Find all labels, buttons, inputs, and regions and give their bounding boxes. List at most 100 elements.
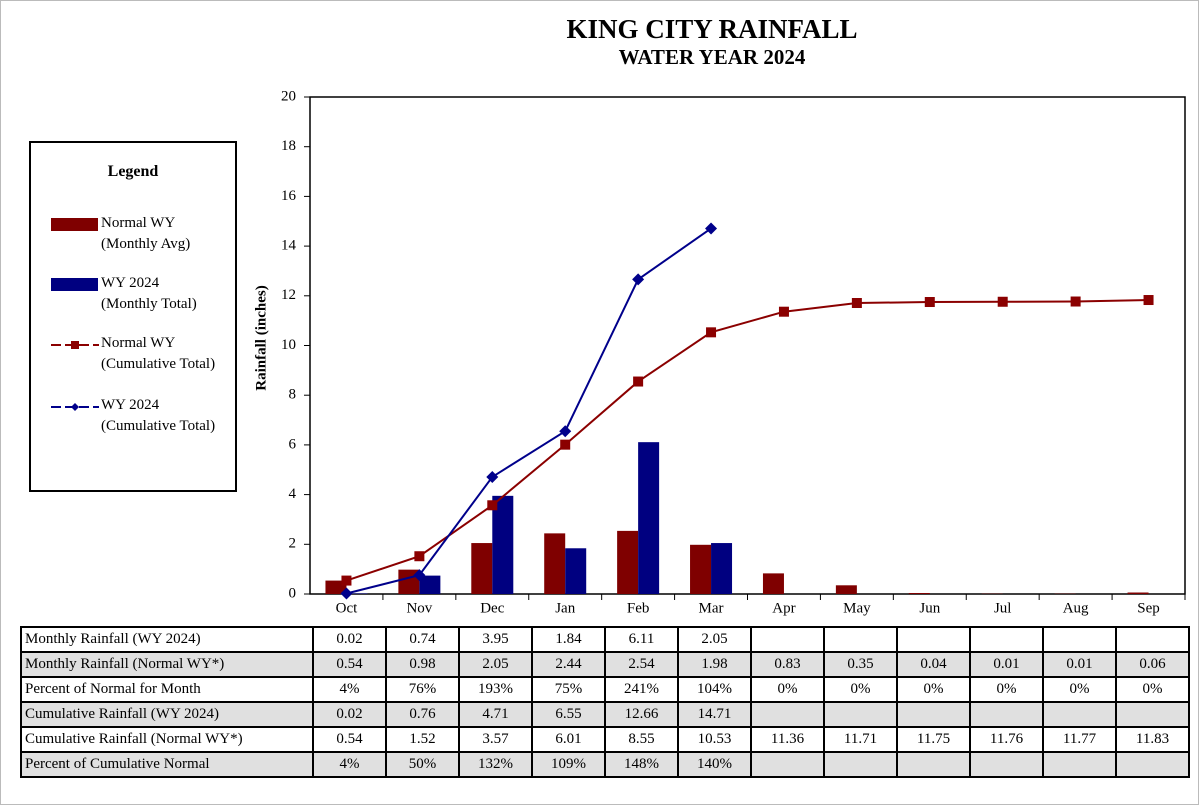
swatch xyxy=(51,278,98,291)
marker xyxy=(487,500,498,511)
marker xyxy=(1143,295,1154,306)
cell: 3.95 xyxy=(458,626,533,653)
cell: 11.71 xyxy=(823,726,898,753)
data-table: Monthly Rainfall (WY 2024) 0.02 0.74 3.95 1.… xyxy=(20,626,1190,778)
bar xyxy=(1127,592,1149,594)
cell: 3.57 xyxy=(458,726,533,753)
y-tick-label: 20 xyxy=(281,88,296,104)
cell: 4% xyxy=(312,676,387,703)
cell xyxy=(1042,626,1117,653)
bar xyxy=(544,533,566,594)
plot-frame xyxy=(309,96,1186,595)
y-tick-label: 0 xyxy=(289,585,297,601)
row-label: Percent of Cumulative Normal xyxy=(20,751,314,778)
row-label: Monthly Rainfall (WY 2024) xyxy=(20,626,314,653)
cell: 10.53 xyxy=(677,726,752,753)
cell: 2.54 xyxy=(604,651,679,678)
marker xyxy=(341,575,352,586)
cell xyxy=(896,701,971,728)
cell: 50% xyxy=(385,751,460,778)
table-row: Percent of Normal for Month 4% 76% 193% 75% 2… xyxy=(20,676,1190,703)
cell xyxy=(823,701,898,728)
bar xyxy=(835,585,857,594)
cell: 0.74 xyxy=(385,626,460,653)
marker xyxy=(851,298,862,309)
cell xyxy=(896,626,971,653)
cell: 11.36 xyxy=(750,726,825,753)
row-label: Monthly Rainfall (Normal WY*) xyxy=(20,651,314,678)
cell: 11.83 xyxy=(1115,726,1190,753)
cell: 2.05 xyxy=(677,626,752,653)
y-tick-label: 4 xyxy=(289,486,297,502)
swatch xyxy=(51,218,98,231)
cell: 1.84 xyxy=(531,626,606,653)
cell xyxy=(750,701,825,728)
cell: 0% xyxy=(1042,676,1117,703)
marker xyxy=(706,327,717,338)
cell: 0.04 xyxy=(896,651,971,678)
cell: 12.66 xyxy=(604,701,679,728)
y-tick-label: 16 xyxy=(281,188,297,204)
cell: 193% xyxy=(458,676,533,703)
x-tick-label: Sep xyxy=(1137,600,1160,616)
bar xyxy=(492,495,514,594)
marker xyxy=(1070,296,1081,307)
cell xyxy=(750,626,825,653)
cell: 1.98 xyxy=(677,651,752,678)
y-tick-label: 14 xyxy=(281,238,297,254)
y-axis-label: Rainfall (inches) xyxy=(253,285,269,390)
bar xyxy=(471,543,493,594)
cell: 0% xyxy=(823,676,898,703)
table-row: Monthly Rainfall (WY 2024) 0.02 0.74 3.95 1.… xyxy=(20,626,1190,653)
cell xyxy=(1115,751,1190,778)
cell: 0% xyxy=(750,676,825,703)
cell: 6.55 xyxy=(531,701,606,728)
cell: 8.55 xyxy=(604,726,679,753)
cell: 0.01 xyxy=(969,651,1044,678)
bar xyxy=(419,575,441,594)
cell: 6.11 xyxy=(604,626,679,653)
cell: 0.54 xyxy=(312,651,387,678)
y-tick-label: 10 xyxy=(281,337,296,353)
x-tick-label: Jun xyxy=(919,600,940,616)
table-row: Cumulative Rainfall (Normal WY*) 0.54 1.52… xyxy=(20,726,1190,753)
swatch-marker xyxy=(71,341,79,349)
cell: 0.02 xyxy=(312,626,387,653)
table-row: Cumulative Rainfall (WY 2024) 0.02 0.76 4.7… xyxy=(20,701,1190,728)
bar xyxy=(565,548,587,594)
legend-label: Normal WY (Monthly Avg) xyxy=(101,215,191,252)
cell: 0.06 xyxy=(1115,651,1190,678)
x-tick-label: Jul xyxy=(994,600,1012,616)
cell: 0% xyxy=(1115,676,1190,703)
marker xyxy=(559,425,572,438)
cell xyxy=(823,626,898,653)
y-tick-label: 18 xyxy=(281,138,296,154)
cell: 6.01 xyxy=(531,726,606,753)
cell: 0% xyxy=(896,676,971,703)
marker xyxy=(778,306,789,317)
cell: 148% xyxy=(604,751,679,778)
cell: 2.44 xyxy=(531,651,606,678)
cell xyxy=(969,701,1044,728)
bar xyxy=(908,593,930,594)
y-tick-label: 6 xyxy=(289,436,297,452)
cell xyxy=(1115,701,1190,728)
marker xyxy=(340,587,353,600)
x-tick-label: Apr xyxy=(772,600,795,616)
cell: 0.35 xyxy=(823,651,898,678)
cell: 11.76 xyxy=(969,726,1044,753)
cell xyxy=(1115,626,1190,653)
cell: 75% xyxy=(531,676,606,703)
x-tick-label: Mar xyxy=(699,600,724,616)
cell: 140% xyxy=(677,751,752,778)
cell: 0.83 xyxy=(750,651,825,678)
cell xyxy=(896,751,971,778)
marker xyxy=(705,222,718,235)
cell: 1.52 xyxy=(385,726,460,753)
legend-swatch xyxy=(51,341,99,349)
chart-subtitle: WATER YEAR 2024 xyxy=(619,45,806,69)
cell: 0% xyxy=(969,676,1044,703)
legend-label: WY 2024 (Monthly Total) xyxy=(101,275,197,312)
